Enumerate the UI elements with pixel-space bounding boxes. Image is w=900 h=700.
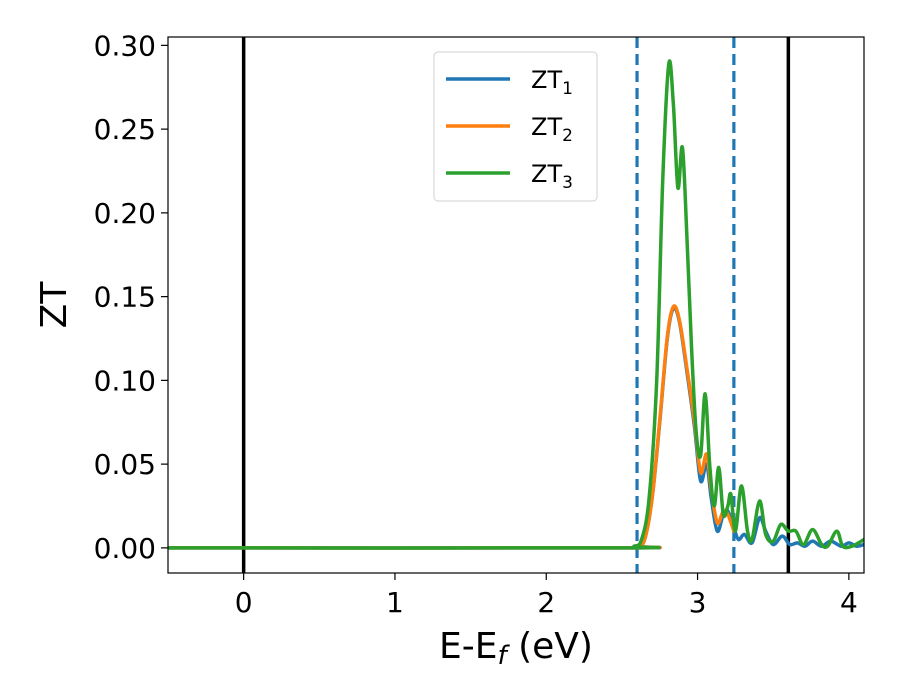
legend-label-zt2: ZT2 bbox=[531, 113, 573, 146]
x-tick-label: 1 bbox=[386, 586, 404, 619]
x-axis: 0 1 2 3 4 bbox=[235, 573, 858, 619]
x-tick-label: 2 bbox=[537, 586, 555, 619]
y-axis-title: ZT bbox=[34, 281, 75, 329]
y-tick-label: 0.20 bbox=[94, 197, 156, 230]
x-tick-label: 0 bbox=[235, 586, 253, 619]
y-tick-label: 0.00 bbox=[94, 532, 156, 565]
legend-label-zt3: ZT3 bbox=[531, 160, 573, 193]
series-line-zt3 bbox=[168, 59, 864, 550]
legend-box bbox=[433, 51, 598, 202]
x-axis-title: E-Ef (eV) bbox=[439, 626, 593, 671]
plot-frame bbox=[167, 36, 865, 574]
x-tick-label: 4 bbox=[840, 586, 858, 619]
y-tick-label: 0.05 bbox=[94, 448, 156, 481]
reference-lines bbox=[241, 37, 791, 573]
y-tick-label: 0.15 bbox=[94, 281, 156, 314]
legend-label-zt1: ZT1 bbox=[531, 66, 573, 99]
x-tick-label: 3 bbox=[689, 586, 707, 619]
series-line-zt1 bbox=[168, 305, 864, 550]
y-tick-label: 0.10 bbox=[94, 364, 156, 397]
y-tick-label: 0.25 bbox=[94, 113, 156, 146]
legend: ZT1 ZT2 ZT3 bbox=[433, 51, 598, 202]
series-layer bbox=[168, 59, 864, 550]
y-axis: 0.00 0.05 0.10 0.15 0.20 0.25 0.30 bbox=[94, 29, 168, 565]
y-tick-label: 0.30 bbox=[94, 29, 156, 62]
